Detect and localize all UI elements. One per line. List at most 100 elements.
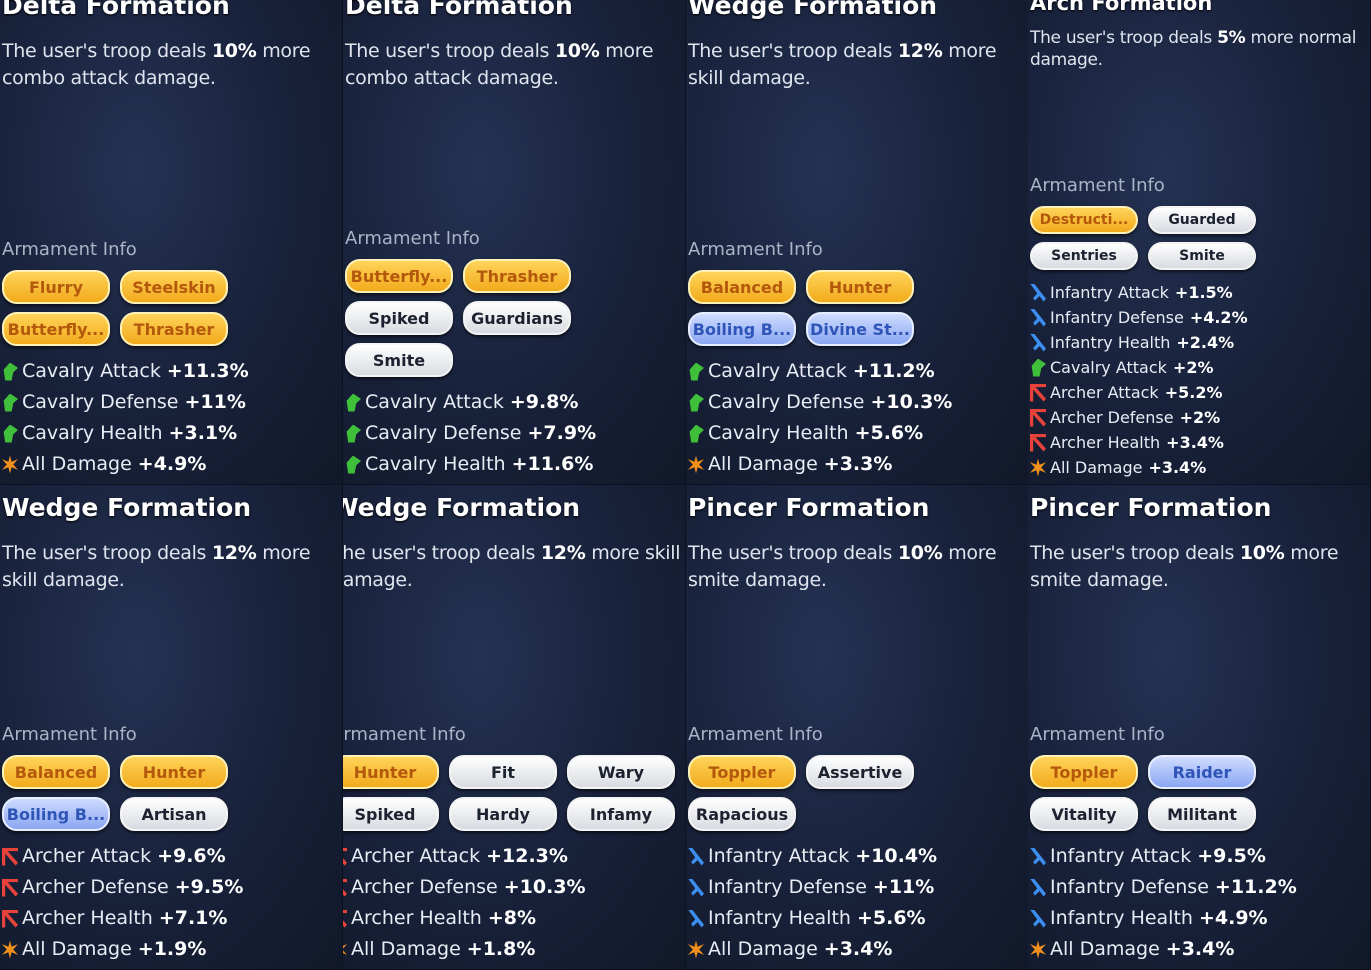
armament-tags: Balanced Hunter Boiling B... Artisan: [2, 755, 338, 831]
armament-tag[interactable]: Destructi...: [1030, 206, 1138, 234]
armament-tag[interactable]: Hunter: [120, 755, 228, 789]
stat-label: Cavalry Attack: [22, 360, 161, 382]
armament-tag[interactable]: Butterfly...: [345, 259, 453, 293]
stat-icon: [343, 940, 347, 959]
armament-tag[interactable]: Guarded: [1148, 206, 1256, 234]
armament-tag[interactable]: Assertive: [806, 755, 914, 789]
stat-row: Cavalry Health +5.6%: [688, 418, 1024, 449]
armament-tag[interactable]: Militant: [1148, 797, 1256, 831]
description-highlight: 10%: [897, 542, 943, 564]
armament-section: Armament Info Hunter Fit Wary Spiked Hardy Inf…: [343, 724, 681, 965]
armament-tag[interactable]: Hardy: [449, 797, 557, 831]
stat-row: Infantry Attack +9.5%: [1030, 841, 1366, 872]
stat-label: All Damage: [351, 938, 461, 960]
description-highlight: 12%: [540, 542, 586, 564]
stat-icon: [2, 909, 18, 928]
stat-row: Infantry Attack +10.4%: [688, 841, 1024, 872]
armament-tag[interactable]: Spiked: [343, 797, 439, 831]
stat-label: Infantry Defense: [1050, 876, 1209, 898]
armament-tag[interactable]: Raider: [1148, 755, 1256, 789]
armament-tag[interactable]: Hunter: [806, 270, 914, 304]
description-text: The user's troop deals: [688, 542, 898, 564]
description-text: more combo attack damage.: [345, 40, 654, 89]
armament-section: Armament Info Toppler Assertive Rapacious In…: [688, 724, 1024, 965]
armament-tag[interactable]: Spiked: [345, 301, 453, 335]
formation-description: The user's troop deals 12% more skill da…: [343, 540, 681, 594]
armament-tag[interactable]: Boiling B...: [2, 797, 110, 831]
stat-row: Cavalry Defense +11%: [2, 387, 338, 418]
formation-panel: Delta Formation The user's troop deals 10…: [343, 0, 686, 485]
armament-tag[interactable]: Toppler: [688, 755, 796, 789]
armament-tag[interactable]: Thrasher: [120, 312, 228, 346]
stat-row: Cavalry Attack +9.8%: [345, 387, 681, 418]
armament-tag[interactable]: Balanced: [688, 270, 796, 304]
stat-value: +10.3%: [503, 876, 586, 898]
armament-tag[interactable]: Thrasher: [463, 259, 571, 293]
stat-icon: [346, 393, 361, 412]
stat-row: Infantry Defense +11%: [688, 872, 1024, 903]
stat-icon: [2, 878, 18, 897]
armament-tags: Hunter Fit Wary Spiked Hardy Infamy: [343, 755, 681, 831]
formation-title: Wedge Formation: [2, 493, 252, 522]
formation-description: The user's troop deals 10% more combo at…: [2, 38, 338, 92]
stat-row: All Damage +1.9%: [2, 934, 338, 965]
formation-description: The user's troop deals 12% more skill da…: [2, 540, 338, 594]
armament-label: Armament Info: [688, 239, 823, 260]
armament-tag[interactable]: Flurry: [2, 270, 110, 304]
stat-icon: [3, 362, 18, 381]
stat-label: Cavalry Health: [708, 422, 849, 444]
armament-section: Armament Info Balanced Hunter Boiling B... A…: [2, 724, 338, 965]
description-text: more combo attack damage.: [2, 40, 311, 89]
stat-row: Infantry Defense +4.2%: [1030, 305, 1366, 330]
stat-row: Archer Health +7.1%: [2, 903, 338, 934]
formation-panel: Wedge Formation The user's troop deals 12…: [0, 485, 343, 970]
armament-tag[interactable]: Infamy: [567, 797, 675, 831]
armament-section: Armament Info Destructi... Guarded Sentries…: [1030, 175, 1366, 480]
stat-icon: [2, 455, 18, 474]
armament-tag[interactable]: Balanced: [2, 755, 110, 789]
stat-icon: [2, 940, 18, 959]
stat-label: Archer Defense: [22, 876, 169, 898]
stat-value: +12.3%: [486, 845, 568, 867]
armament-tag[interactable]: Steelskin: [120, 270, 228, 304]
stat-icon: [3, 424, 18, 443]
armament-tag[interactable]: Divine St...: [806, 312, 914, 346]
stat-label: Archer Health: [22, 907, 153, 929]
armament-tag[interactable]: Butterfly...: [2, 312, 110, 346]
armament-tag[interactable]: Guardians: [463, 301, 571, 335]
armament-tag[interactable]: Toppler: [1030, 755, 1138, 789]
description-highlight: 10%: [554, 40, 600, 62]
stat-value: +9.5%: [174, 876, 244, 898]
armament-tag[interactable]: Sentries: [1030, 242, 1138, 270]
stat-row: All Damage +1.8%: [343, 934, 681, 965]
armament-section: Armament Info Balanced Hunter Boiling B... D…: [688, 239, 1024, 480]
stat-row: Cavalry Health +3.1%: [2, 418, 338, 449]
stat-icon: [688, 909, 704, 928]
formation-description: The user's troop deals 10% more smite da…: [1030, 540, 1366, 594]
stat-value: +9.6%: [157, 845, 226, 867]
armament-tag[interactable]: Vitality: [1030, 797, 1138, 831]
armament-tag[interactable]: Boiling B...: [688, 312, 796, 346]
armament-tag[interactable]: Smite: [345, 343, 453, 377]
stat-value: +8%: [487, 907, 536, 929]
armament-tag[interactable]: Fit: [449, 755, 557, 789]
armament-tag[interactable]: Wary: [567, 755, 675, 789]
armament-tag[interactable]: Artisan: [120, 797, 228, 831]
formation-title: Pincer Formation: [1030, 493, 1272, 522]
stat-value: +1.8%: [466, 938, 536, 960]
stat-value: +11.6%: [511, 453, 594, 475]
stat-value: +1.5%: [1174, 283, 1233, 302]
description-highlight: 12%: [211, 542, 257, 564]
stat-label: Cavalry Health: [365, 453, 506, 475]
stat-row: Cavalry Attack +11.3%: [2, 356, 338, 387]
stat-label: Cavalry Attack: [1050, 358, 1167, 377]
armament-label: Armament Info: [2, 724, 137, 745]
stat-label: Infantry Health: [1050, 907, 1193, 929]
stat-icon: [343, 847, 347, 866]
stat-row: Archer Health +8%: [343, 903, 681, 934]
armament-tag[interactable]: Smite: [1148, 242, 1256, 270]
armament-tag[interactable]: Hunter: [343, 755, 439, 789]
stat-label: Infantry Defense: [708, 876, 867, 898]
armament-tag[interactable]: Rapacious: [688, 797, 796, 831]
stat-label: Infantry Attack: [1050, 283, 1169, 302]
